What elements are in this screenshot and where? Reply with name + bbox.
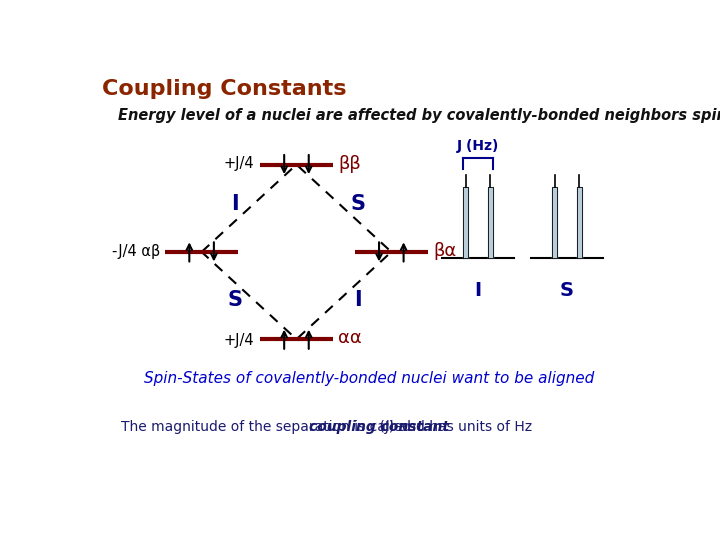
Text: S: S (228, 290, 243, 310)
Text: Energy level of a nuclei are affected by covalently-bonded neighbors spin-states: Energy level of a nuclei are affected by… (118, 109, 720, 124)
Polygon shape (577, 187, 582, 258)
Text: ββ: ββ (338, 155, 361, 173)
Polygon shape (552, 187, 557, 258)
Text: S: S (560, 281, 574, 300)
Text: I: I (474, 281, 482, 300)
Text: Coupling Constants: Coupling Constants (102, 79, 347, 99)
Text: coupling constant: coupling constant (310, 420, 449, 434)
Text: I: I (354, 290, 361, 310)
Polygon shape (463, 187, 468, 258)
Text: βα: βα (433, 242, 456, 260)
Text: -J/4 αβ: -J/4 αβ (112, 244, 160, 259)
Text: Spin-States of covalently-bonded nuclei want to be aligned: Spin-States of covalently-bonded nuclei … (144, 371, 594, 386)
Text: The magnitude of the separation is called: The magnitude of the separation is calle… (121, 420, 415, 434)
Text: +J/4: +J/4 (224, 156, 255, 171)
Text: (J) and has units of Hz: (J) and has units of Hz (375, 420, 532, 434)
Text: I: I (231, 194, 239, 214)
Polygon shape (487, 187, 492, 258)
Text: +J/4: +J/4 (224, 333, 255, 348)
Text: J (Hz): J (Hz) (456, 139, 499, 153)
Text: αα: αα (338, 329, 362, 347)
Text: S: S (351, 194, 365, 214)
